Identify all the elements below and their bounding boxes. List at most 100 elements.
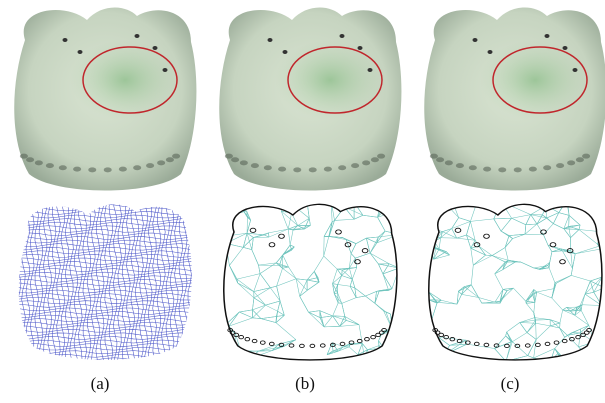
mesh-line bbox=[370, 243, 377, 253]
jade-hole bbox=[88, 167, 96, 172]
mesh-line bbox=[425, 318, 432, 337]
mesh-line bbox=[512, 333, 527, 342]
mesh-line bbox=[239, 310, 252, 312]
mesh-line bbox=[471, 265, 473, 285]
mesh-line bbox=[349, 268, 356, 269]
mesh-line bbox=[175, 198, 179, 368]
mesh-line bbox=[430, 205, 443, 206]
mesh-line bbox=[10, 269, 200, 272]
mesh-line bbox=[579, 230, 604, 233]
mesh-line bbox=[356, 238, 366, 244]
hole-outline bbox=[310, 344, 315, 347]
mesh-line bbox=[505, 239, 512, 248]
mesh-line bbox=[467, 344, 495, 348]
jade-hole bbox=[514, 167, 522, 172]
mesh-line bbox=[495, 270, 503, 274]
mesh-line bbox=[564, 225, 580, 229]
mesh-line bbox=[556, 275, 571, 283]
mesh-line bbox=[527, 323, 536, 332]
mesh-line bbox=[320, 311, 333, 316]
mesh-line bbox=[423, 335, 439, 338]
mesh-line bbox=[30, 198, 34, 368]
mesh-line bbox=[216, 199, 230, 216]
jade-hole bbox=[445, 160, 453, 165]
mesh-line bbox=[552, 298, 563, 310]
mesh-line bbox=[494, 219, 501, 231]
mesh-line bbox=[243, 351, 250, 358]
mesh-line bbox=[383, 202, 392, 207]
mesh-line bbox=[423, 318, 432, 334]
mesh-line bbox=[571, 230, 579, 238]
mesh-line bbox=[338, 347, 349, 351]
mesh-line bbox=[366, 237, 378, 238]
mesh-line bbox=[466, 221, 470, 235]
mesh-line bbox=[536, 323, 551, 326]
jade-hole bbox=[251, 163, 259, 168]
mesh-line bbox=[324, 326, 340, 327]
mesh-line bbox=[235, 350, 243, 351]
mesh-line bbox=[241, 351, 244, 352]
jade-photo bbox=[424, 7, 605, 190]
mesh-line bbox=[379, 348, 392, 359]
mesh-line bbox=[428, 236, 430, 245]
mesh-line bbox=[586, 355, 592, 364]
mesh-line bbox=[528, 356, 534, 358]
mesh-line bbox=[363, 215, 378, 217]
mesh-line bbox=[479, 246, 492, 256]
mesh-line bbox=[432, 302, 437, 318]
mesh-line bbox=[423, 335, 426, 338]
hole-outline bbox=[269, 243, 275, 247]
jade-hole bbox=[104, 167, 112, 172]
jade-hole bbox=[293, 167, 301, 172]
jade-hole bbox=[225, 154, 233, 159]
mesh-line bbox=[10, 354, 200, 357]
jade-hole bbox=[133, 165, 141, 170]
mesh-line bbox=[217, 236, 226, 239]
mesh-line bbox=[537, 292, 552, 298]
mesh-line bbox=[452, 218, 459, 229]
mesh-line bbox=[254, 292, 266, 306]
jade-hole bbox=[567, 160, 575, 165]
mesh-line bbox=[10, 315, 200, 318]
jade-hole bbox=[340, 34, 345, 38]
mesh-line bbox=[342, 298, 356, 304]
mesh-line bbox=[430, 241, 434, 245]
mesh-line bbox=[553, 224, 564, 229]
mesh-line bbox=[456, 202, 457, 203]
mesh-line bbox=[423, 335, 426, 338]
hole-outline bbox=[474, 342, 479, 345]
mesh-line bbox=[365, 360, 372, 362]
mesh-line bbox=[426, 227, 428, 237]
mesh-line bbox=[393, 202, 399, 210]
mesh-line bbox=[581, 204, 604, 205]
mesh-line bbox=[340, 320, 346, 326]
hole-outline bbox=[450, 337, 455, 340]
mesh-line bbox=[324, 316, 333, 327]
mesh-line bbox=[179, 198, 183, 368]
mesh-line bbox=[534, 348, 555, 358]
mesh-line bbox=[501, 231, 513, 238]
mesh-line bbox=[428, 236, 434, 241]
jade-hole bbox=[351, 163, 359, 168]
mesh-line bbox=[501, 218, 512, 231]
mesh-line bbox=[597, 204, 605, 210]
jade-hole bbox=[469, 165, 477, 170]
mesh-line bbox=[454, 202, 457, 205]
mesh-line bbox=[449, 202, 457, 207]
mesh-line bbox=[512, 218, 526, 225]
mesh-line bbox=[87, 198, 91, 368]
mesh-line bbox=[309, 312, 324, 327]
mesh-line bbox=[283, 268, 297, 278]
hole-outline bbox=[455, 228, 461, 232]
mesh-line bbox=[526, 224, 537, 225]
mesh-line bbox=[10, 326, 200, 329]
mesh-line bbox=[494, 202, 502, 219]
mesh-line bbox=[588, 204, 605, 207]
jade-hole bbox=[240, 160, 248, 165]
jade-photo bbox=[219, 7, 401, 190]
mesh-line bbox=[537, 224, 543, 235]
mesh-line bbox=[551, 359, 561, 361]
mesh-line bbox=[428, 236, 430, 245]
mesh-line bbox=[331, 201, 354, 203]
mesh-line bbox=[342, 270, 343, 276]
